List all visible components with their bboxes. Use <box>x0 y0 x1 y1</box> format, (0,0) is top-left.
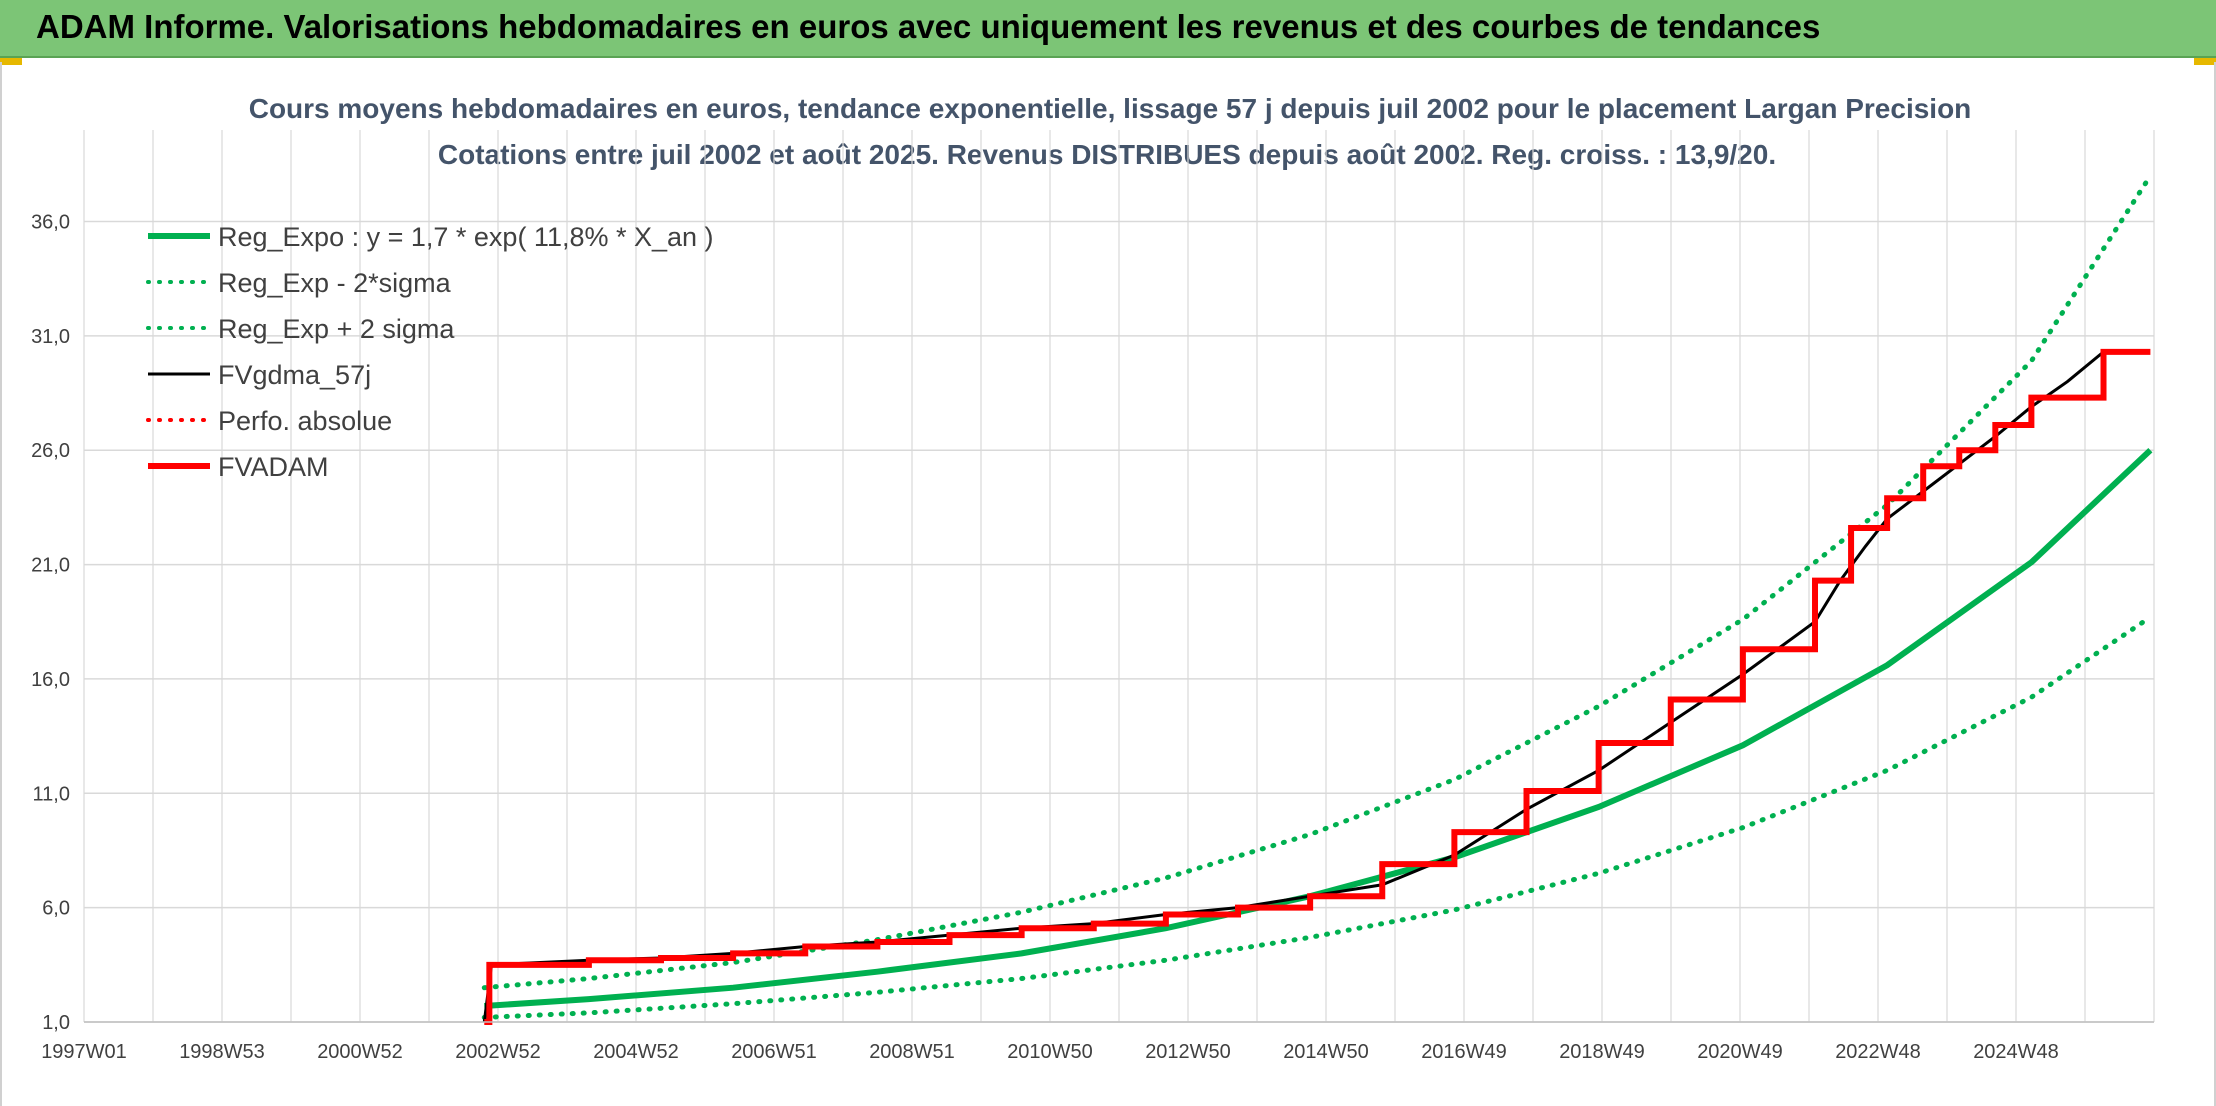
y-tick-label: 16,0 <box>31 669 70 691</box>
legend-label-2: Reg_Exp + 2 sigma <box>218 314 455 344</box>
y-tick-label: 26,0 <box>31 440 70 462</box>
x-tick-label: 2020W49 <box>1697 1041 1783 1063</box>
series-line-5 <box>484 348 2151 1025</box>
y-tick-label: 21,0 <box>31 555 70 577</box>
x-tick-label: 2002W52 <box>455 1041 541 1063</box>
legend-label-0: Reg_Expo : y = 1,7 * exp( 11,8% * X_an ) <box>218 222 714 252</box>
series-line-3 <box>482 350 2147 1023</box>
series-line-1 <box>481 614 2153 1020</box>
axes: 1,0 6,0 11,0 16,0 21,0 26,0 31,0 36,0 1997W01 199… <box>31 211 2154 1063</box>
chart-subtitle: Cotations entre juil 2002 et août 2025. … <box>438 139 1776 170</box>
x-tick-label: 2000W52 <box>317 1041 403 1063</box>
x-tick-label: 1997W01 <box>41 1041 127 1063</box>
series-line-0 <box>484 448 2153 1009</box>
legend-label-4: Perfo. absolue <box>218 406 392 436</box>
legend: Reg_Expo : y = 1,7 * exp( 11,8% * X_an )… <box>146 222 714 482</box>
corner-marker-left <box>0 58 22 65</box>
series-layer <box>481 173 2153 1025</box>
x-tick-label: 2006W51 <box>731 1041 817 1063</box>
y-tick-label: 31,0 <box>31 326 70 348</box>
x-tick-label: 2024W48 <box>1973 1041 2059 1063</box>
x-tick-label: 2008W51 <box>869 1041 955 1063</box>
x-tick-label: 1998W53 <box>179 1041 265 1063</box>
x-tick-label: 2004W52 <box>593 1041 679 1063</box>
y-tick-label: 11,0 <box>33 783 70 805</box>
legend-label-1: Reg_Exp - 2*sigma <box>218 268 452 298</box>
chart-frame: Cours moyens hebdomadaires en euros, ten… <box>0 62 2216 1106</box>
chart-svg: Cours moyens hebdomadaires en euros, ten… <box>31 93 2155 1063</box>
y-tick-label: 36,0 <box>31 211 70 233</box>
series-line-2 <box>481 173 2153 991</box>
y-tick-label: 6,0 <box>42 898 70 920</box>
x-tick-label: 2010W50 <box>1007 1041 1093 1063</box>
x-tick-label: 2014W50 <box>1283 1041 1369 1063</box>
chart-title: Cours moyens hebdomadaires en euros, ten… <box>249 93 1972 124</box>
corner-marker-right <box>2194 58 2216 65</box>
x-tick-label: 2016W49 <box>1421 1041 1507 1063</box>
legend-label-5: FVADAM <box>218 452 329 482</box>
x-tick-label: 2022W48 <box>1835 1041 1921 1063</box>
legend-label-3: FVgdma_57j <box>218 360 371 390</box>
x-tick-label: 2018W49 <box>1559 1041 1645 1063</box>
report-header: ADAM Informe. Valorisations hebdomadaire… <box>0 0 2216 58</box>
report-title: ADAM Informe. Valorisations hebdomadaire… <box>36 8 1821 45</box>
y-tick-label: 1,0 <box>42 1012 70 1034</box>
x-tick-label: 2012W50 <box>1145 1041 1231 1063</box>
